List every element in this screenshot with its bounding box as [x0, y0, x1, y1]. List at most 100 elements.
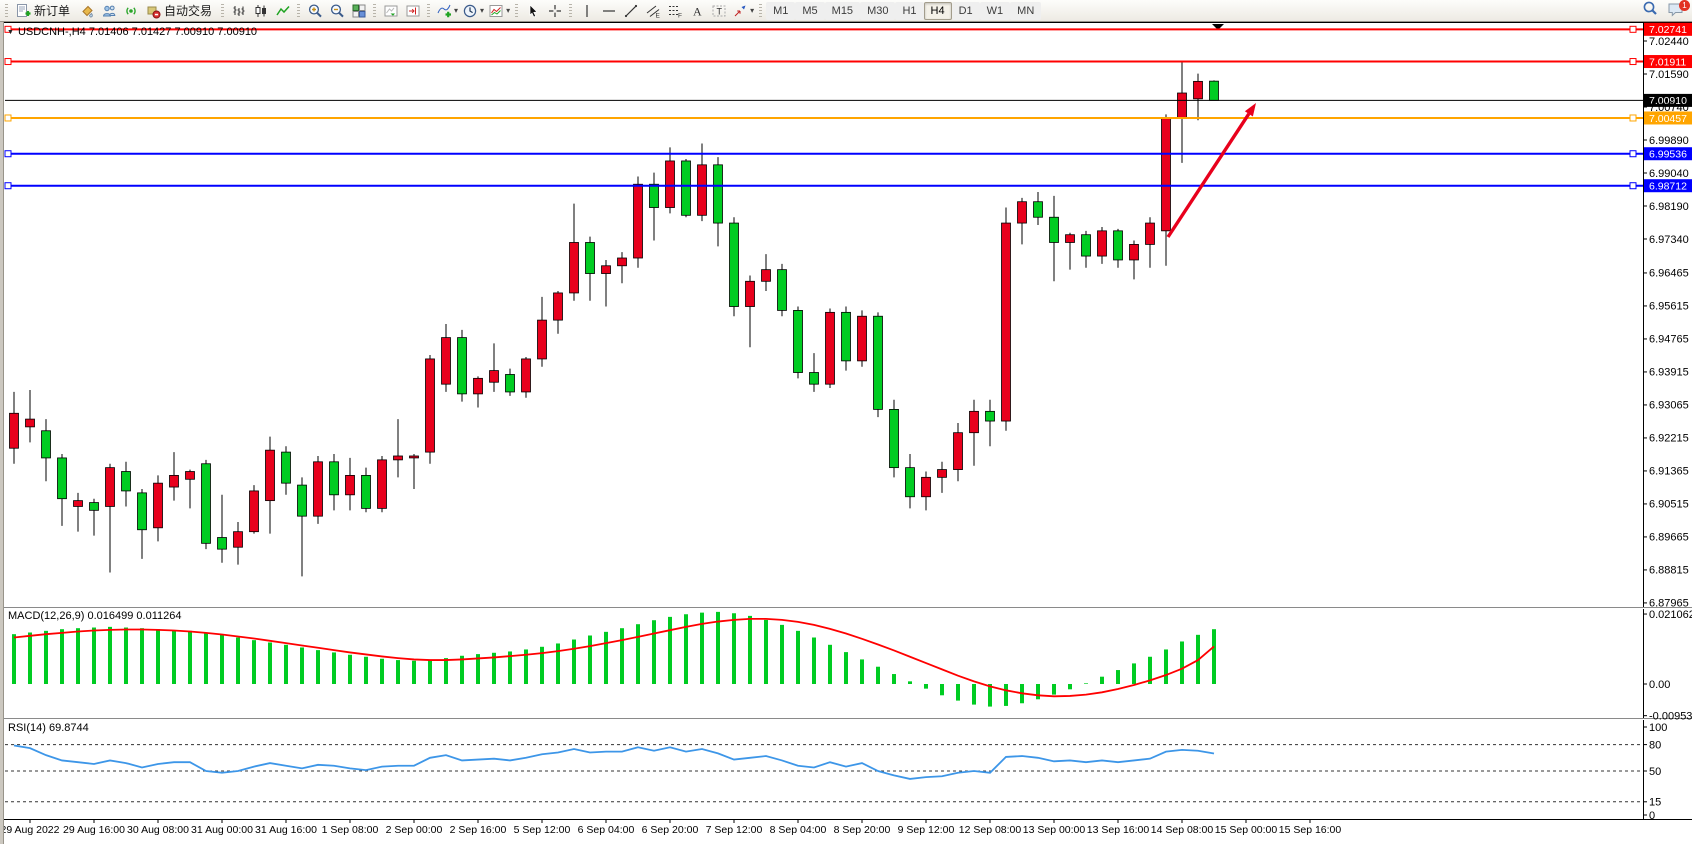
candle — [665, 160, 675, 208]
svg-text:6 Sep 04:00: 6 Sep 04:00 — [578, 824, 635, 836]
toolbar-group-handle[interactable] — [569, 3, 573, 18]
fibonacci-button[interactable]: F — [664, 1, 686, 21]
toolbar-group-handle[interactable] — [515, 3, 519, 18]
autotrading-button[interactable]: 自动交易 — [142, 1, 218, 21]
chart-title-text: USDCNH-,H4 7.01406 7.01427 7.00910 7.009… — [17, 26, 258, 38]
svg-text:29 Aug 2022: 29 Aug 2022 — [1, 824, 60, 836]
templates-icon — [488, 3, 504, 19]
macd-signal-line — [13, 617, 1215, 698]
candle — [57, 457, 67, 500]
hline-handle[interactable] — [4, 150, 12, 158]
hline-handle[interactable] — [4, 58, 12, 66]
arrows-icon — [732, 3, 748, 19]
dropdown-caret-icon[interactable]: ▾ — [750, 6, 755, 15]
zoom-in-icon — [307, 3, 323, 19]
text-label-button[interactable]: T — [708, 1, 730, 21]
bar-chart-button[interactable] — [228, 1, 250, 21]
candle — [441, 337, 451, 385]
timeframe-m30-button[interactable]: M30 — [860, 1, 896, 20]
candle — [121, 471, 131, 492]
candle — [585, 242, 595, 274]
vertical-line-button[interactable] — [576, 1, 598, 21]
tile-windows-button[interactable] — [348, 1, 370, 21]
crosshair-button[interactable] — [544, 1, 566, 21]
cursor-button[interactable] — [522, 1, 544, 21]
hline-handle[interactable] — [1629, 182, 1637, 190]
timeframe-h1-button[interactable]: H1 — [895, 1, 924, 20]
candle — [489, 370, 499, 383]
hline-handle[interactable] — [1629, 114, 1637, 122]
line-chart-button[interactable] — [272, 1, 294, 21]
profiles-button[interactable] — [98, 1, 120, 21]
toolbar-group-handle[interactable] — [297, 3, 301, 18]
trendline-button[interactable] — [620, 1, 642, 21]
toolbar-group-handle[interactable] — [221, 3, 225, 18]
text-button[interactable]: A — [686, 1, 708, 21]
timeframe-m5-button[interactable]: M5 — [795, 1, 825, 20]
chart-shift-button[interactable] — [402, 1, 424, 21]
svg-text:7.00457: 7.00457 — [1649, 113, 1687, 125]
indicators-button[interactable]: ▾ — [434, 1, 460, 21]
hline-handle[interactable] — [1629, 58, 1637, 66]
candle — [985, 410, 995, 422]
timeframe-mn-button[interactable]: MN — [1010, 1, 1042, 20]
svg-text:6.98712: 6.98712 — [1649, 181, 1687, 193]
search-button[interactable] — [1640, 1, 1660, 21]
candle — [329, 461, 339, 496]
candle — [89, 502, 99, 511]
timeframe-d1-button[interactable]: D1 — [951, 1, 980, 20]
toolbar-group-handle[interactable] — [5, 3, 8, 18]
sounds-button[interactable] — [120, 1, 142, 21]
candle — [729, 222, 739, 307]
auto-scroll-button[interactable] — [380, 1, 402, 21]
svg-text:2 Sep 16:00: 2 Sep 16:00 — [450, 824, 507, 836]
candle — [857, 315, 867, 362]
candle — [409, 455, 419, 459]
hline-handle[interactable] — [4, 25, 12, 33]
dropdown-caret-icon[interactable]: ▾ — [480, 6, 485, 15]
zoom-in-button[interactable] — [304, 1, 326, 21]
chat-button[interactable]: 1 — [1666, 0, 1690, 21]
toolbar-group-handle[interactable] — [373, 3, 377, 18]
zoom-out-button[interactable] — [326, 1, 348, 21]
styles-paint-icon — [79, 3, 95, 19]
candle — [569, 242, 579, 294]
collapse-indicator-icon[interactable]: ▼ — [7, 28, 14, 36]
candlestick-chart-button[interactable] — [250, 1, 272, 21]
hline-handle[interactable] — [1629, 25, 1637, 33]
toolbar-group-handle[interactable] — [759, 3, 763, 18]
new-order-button[interactable]: 新订单 — [12, 1, 76, 21]
styles-paint-button[interactable] — [76, 1, 98, 21]
chart-shift-marker[interactable] — [1212, 24, 1224, 30]
svg-text:A: A — [693, 4, 702, 18]
svg-text:12 Sep 08:00: 12 Sep 08:00 — [959, 824, 1022, 836]
arrows-button[interactable]: ▾ — [730, 1, 756, 21]
notification-badge: 1 — [1679, 0, 1690, 11]
chart-borders — [0, 22, 1692, 820]
periods-button[interactable]: ▾ — [460, 1, 486, 21]
candlestick-chart-icon — [253, 3, 269, 19]
timeframe-m15-button[interactable]: M15 — [824, 1, 861, 20]
channel-button[interactable]: E — [642, 1, 664, 21]
timeframe-h4-button[interactable]: H4 — [923, 1, 952, 20]
templates-button[interactable]: ▾ — [486, 1, 512, 21]
dropdown-caret-icon[interactable]: ▾ — [506, 6, 511, 15]
hline-handle[interactable] — [1629, 150, 1637, 158]
candle — [809, 372, 819, 385]
profiles-icon — [101, 3, 117, 19]
annotation-arrow[interactable] — [1166, 103, 1256, 238]
toolbar-group-handle[interactable] — [427, 3, 431, 18]
svg-text:T: T — [717, 6, 723, 16]
candle — [873, 315, 883, 410]
tile-windows-icon — [351, 3, 367, 19]
dropdown-caret-icon[interactable]: ▾ — [454, 6, 459, 15]
timeframe-m1-button[interactable]: M1 — [766, 1, 796, 20]
toolbar-group — [294, 0, 370, 22]
timeframe-w1-button[interactable]: W1 — [979, 1, 1011, 20]
hline-handle[interactable] — [4, 114, 12, 122]
svg-text:29 Aug 16:00: 29 Aug 16:00 — [63, 824, 125, 836]
horizontal-line-button[interactable] — [598, 1, 620, 21]
hline-handle[interactable] — [4, 182, 12, 190]
